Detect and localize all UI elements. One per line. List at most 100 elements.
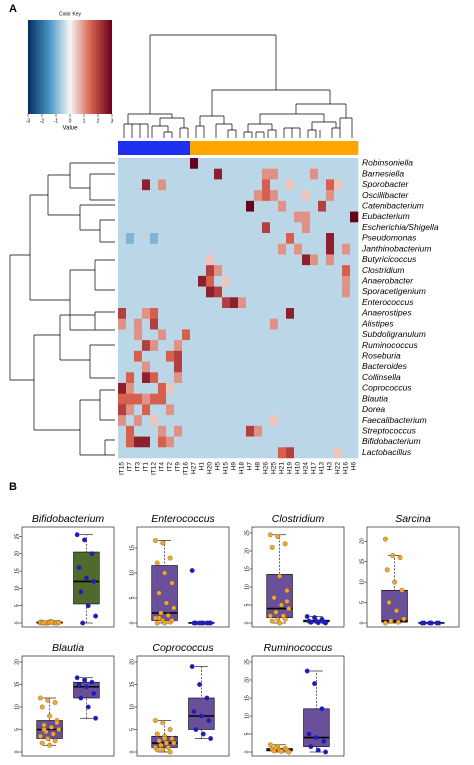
heatmap-cell — [286, 361, 295, 373]
data-point — [74, 532, 80, 538]
heatmap-cell — [262, 383, 271, 395]
heatmap-cell — [158, 425, 167, 437]
heatmap-cell — [254, 372, 263, 384]
heatmap-cell — [270, 233, 279, 245]
data-point — [56, 620, 62, 626]
data-point — [191, 709, 197, 714]
heatmap-cell — [326, 404, 335, 416]
heatmap-cell — [294, 425, 303, 437]
heatmap-cell — [246, 286, 255, 298]
heatmap-cell — [126, 297, 135, 309]
heatmap-cell — [158, 350, 167, 362]
heatmap-cell — [214, 200, 223, 212]
heatmap-cell — [174, 340, 183, 352]
heatmap-cell — [238, 243, 247, 255]
heatmap-cell — [142, 190, 151, 202]
column-group-bar — [334, 141, 343, 155]
color-key-tick-label: -3 — [26, 118, 31, 124]
heatmap-cell — [206, 393, 215, 405]
data-point — [171, 605, 177, 611]
heatmap-cell — [182, 158, 191, 170]
heatmap-cell — [230, 222, 239, 234]
heatmap-cell — [262, 200, 271, 212]
heatmap-cell — [158, 361, 167, 373]
heatmap-cell — [342, 361, 351, 373]
heatmap-cell — [198, 179, 207, 191]
heatmap-cell — [134, 200, 143, 212]
heatmap-cell — [230, 211, 239, 223]
heatmap-cell — [222, 350, 231, 362]
heatmap-cell — [134, 308, 143, 320]
data-point — [89, 551, 95, 557]
heatmap-cell — [238, 447, 247, 459]
heatmap-cell — [230, 393, 239, 405]
y-tick-label: 15 — [14, 568, 20, 574]
heatmap-cell — [278, 243, 287, 255]
heatmap-cell — [270, 350, 279, 362]
heatmap-cell — [198, 265, 207, 277]
heatmap-cell — [182, 275, 191, 287]
color-key-tick-label: 0 — [69, 118, 72, 124]
heatmap-cell — [206, 233, 215, 245]
heatmap-cell — [262, 425, 271, 437]
data-point — [284, 598, 290, 604]
heatmap-cell — [246, 415, 255, 427]
row-label: Roseburia — [362, 350, 401, 360]
data-point — [80, 620, 86, 626]
heatmap-cell — [238, 275, 247, 287]
heatmap-cell — [214, 361, 223, 373]
heatmap-cell — [206, 383, 215, 395]
heatmap-cell — [350, 297, 359, 309]
heatmap-cell — [342, 233, 351, 245]
data-point — [85, 603, 91, 609]
color-key-label: Value — [63, 126, 79, 132]
heatmap-cell — [254, 265, 263, 277]
heatmap-cell — [342, 286, 351, 298]
heatmap-cell — [334, 425, 343, 437]
heatmap-cell — [262, 361, 271, 373]
heatmap-cell — [206, 361, 215, 373]
heatmap-cell — [262, 393, 271, 405]
row-label: Sporobacter — [362, 179, 409, 189]
heatmap-cell — [278, 233, 287, 245]
heatmap-cell — [310, 350, 319, 362]
data-point — [315, 620, 321, 626]
heatmap-cell — [246, 308, 255, 320]
y-tick-label: 0 — [14, 750, 20, 753]
heatmap-cell — [286, 393, 295, 405]
heatmap-cell — [246, 158, 255, 170]
heatmap-cell — [310, 308, 319, 320]
heatmap-cell — [310, 254, 319, 266]
heatmap-cell — [206, 158, 215, 170]
row-label: Bifidobacterium — [362, 436, 421, 446]
data-point — [39, 740, 45, 746]
heatmap-cell — [334, 190, 343, 202]
heatmap-cell — [134, 286, 143, 298]
heatmap-cell — [174, 211, 183, 223]
heatmap-cell — [318, 415, 327, 427]
heatmap-cell — [302, 415, 311, 427]
heatmap-cell — [214, 233, 223, 245]
heatmap-cell — [134, 265, 143, 277]
heatmap-cell — [294, 447, 303, 459]
heatmap-cell — [342, 190, 351, 202]
heatmap-cell — [214, 425, 223, 437]
heatmap-cell — [206, 168, 215, 180]
heatmap-cell — [278, 158, 287, 170]
data-point — [83, 684, 89, 690]
heatmap-cell — [230, 243, 239, 255]
heatmap-cell — [270, 361, 279, 373]
heatmap-cell — [174, 158, 183, 170]
heatmap-cell — [190, 350, 199, 362]
heatmap-cell — [158, 308, 167, 320]
heatmap-cell — [174, 190, 183, 202]
heatmap-cell — [206, 372, 215, 384]
heatmap-cell — [118, 350, 127, 362]
data-point — [169, 618, 175, 623]
heatmap-cell — [350, 393, 359, 405]
data-point — [158, 610, 164, 616]
heatmap-cell — [230, 158, 239, 170]
heatmap-cell — [270, 447, 279, 459]
heatmap-cell — [126, 425, 135, 437]
heatmap-cell — [150, 318, 159, 330]
